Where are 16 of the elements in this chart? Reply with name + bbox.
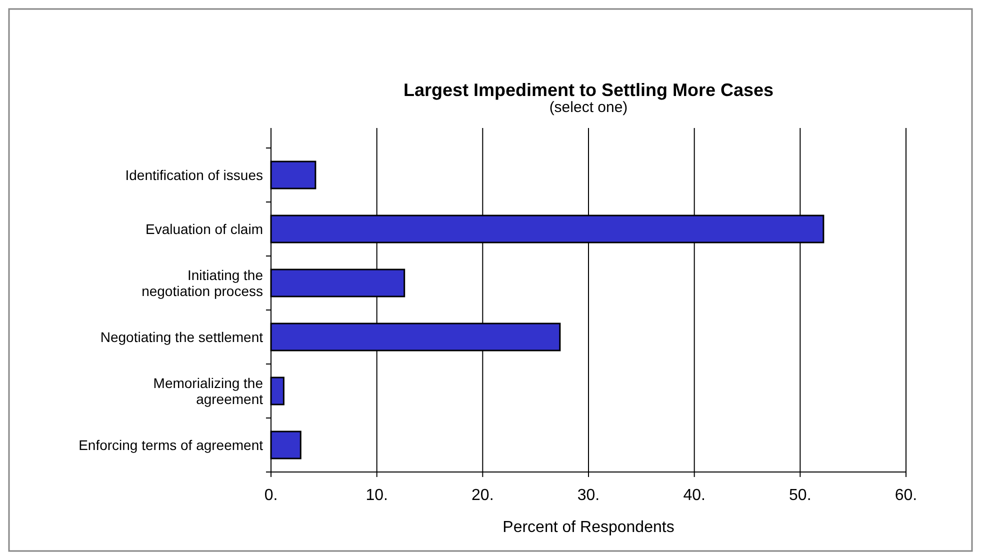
x-tick-label: 20. xyxy=(472,487,494,504)
x-tick-label: 40. xyxy=(683,487,706,504)
x-tick-label: 0. xyxy=(264,487,278,504)
x-tick-label: 60. xyxy=(894,487,918,504)
x-tick-label: 10. xyxy=(366,487,388,504)
y-tick-label: Evaluation of claim xyxy=(145,220,263,237)
chart-title: Largest Impediment to Settling More Cases xyxy=(403,80,774,100)
y-tick-label: Identification of issues xyxy=(125,166,263,183)
chart-subtitle: (select one) xyxy=(549,99,628,116)
x-axis-title: Percent of Respondents xyxy=(502,519,674,536)
y-tick-label: Memorializing the agreement xyxy=(153,374,264,407)
y-tick-label: Negotiating the settlement xyxy=(100,328,264,345)
y-tick-label: Initiating the negotiation process xyxy=(142,266,264,299)
x-tick-label: 30. xyxy=(577,487,600,504)
y-tick-label: Enforcing terms of agreement xyxy=(78,436,264,453)
x-tick-label: 50. xyxy=(789,487,812,504)
